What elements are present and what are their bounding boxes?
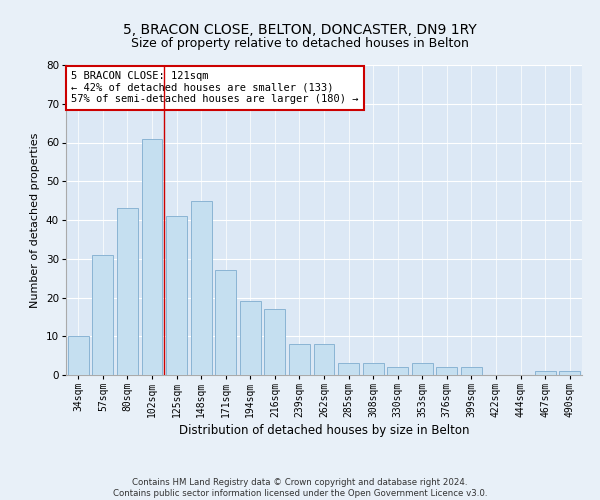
Text: Size of property relative to detached houses in Belton: Size of property relative to detached ho… bbox=[131, 38, 469, 51]
Text: 5, BRACON CLOSE, BELTON, DONCASTER, DN9 1RY: 5, BRACON CLOSE, BELTON, DONCASTER, DN9 … bbox=[123, 22, 477, 36]
Text: Contains HM Land Registry data © Crown copyright and database right 2024.
Contai: Contains HM Land Registry data © Crown c… bbox=[113, 478, 487, 498]
Bar bbox=[338, 364, 359, 375]
Bar bbox=[461, 367, 482, 375]
Text: 5 BRACON CLOSE: 121sqm
← 42% of detached houses are smaller (133)
57% of semi-de: 5 BRACON CLOSE: 121sqm ← 42% of detached… bbox=[71, 71, 359, 104]
Bar bbox=[535, 371, 556, 375]
Bar bbox=[314, 344, 334, 375]
Bar bbox=[362, 364, 383, 375]
Bar bbox=[559, 371, 580, 375]
Bar bbox=[92, 255, 113, 375]
Bar bbox=[412, 364, 433, 375]
Bar bbox=[240, 302, 261, 375]
Bar bbox=[117, 208, 138, 375]
Bar bbox=[68, 336, 89, 375]
X-axis label: Distribution of detached houses by size in Belton: Distribution of detached houses by size … bbox=[179, 424, 469, 437]
Bar bbox=[142, 138, 163, 375]
Bar bbox=[289, 344, 310, 375]
Bar bbox=[387, 367, 408, 375]
Bar bbox=[215, 270, 236, 375]
Bar bbox=[166, 216, 187, 375]
Bar bbox=[265, 309, 286, 375]
Y-axis label: Number of detached properties: Number of detached properties bbox=[31, 132, 40, 308]
Bar bbox=[436, 367, 457, 375]
Bar bbox=[191, 200, 212, 375]
